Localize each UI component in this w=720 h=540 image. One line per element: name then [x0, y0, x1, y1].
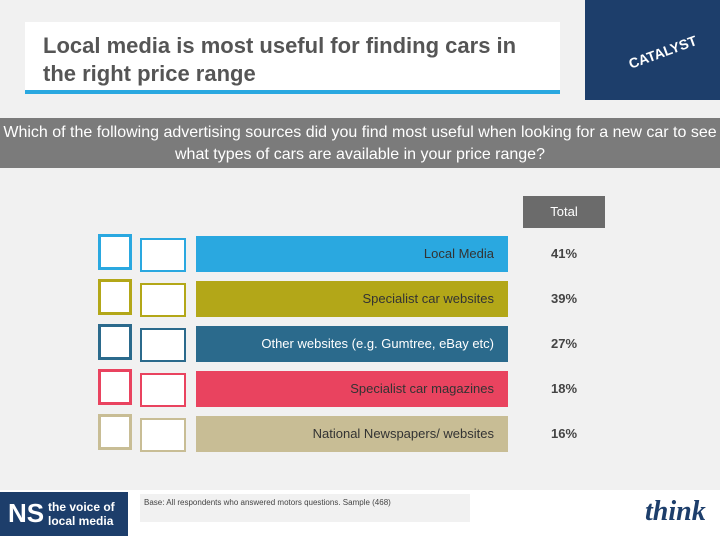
logo-line: the voice of	[48, 500, 115, 514]
icon	[98, 234, 132, 270]
icon	[140, 418, 186, 452]
row-bar: National Newspapers/ websites	[196, 416, 508, 452]
logo-text: CATALYST	[626, 32, 699, 72]
icon	[98, 279, 132, 315]
row-bar: Other websites (e.g. Gumtree, eBay etc)	[196, 326, 508, 362]
row-value: 27%	[550, 336, 578, 351]
icon	[140, 328, 186, 362]
icon	[140, 238, 186, 272]
question: Which of the following advertising sourc…	[0, 118, 720, 168]
logo-line: local media	[48, 514, 114, 528]
row-bar: Local Media	[196, 236, 508, 272]
row-value: 16%	[550, 426, 578, 441]
row-value: 41%	[550, 246, 578, 261]
ns-logo: NS the voice of local media	[0, 492, 128, 536]
logo-mark: NS	[8, 498, 45, 528]
think-logo: think	[645, 496, 706, 527]
row-value: 39%	[550, 291, 578, 306]
column-header: Total	[523, 196, 605, 228]
row-value: 18%	[550, 381, 578, 396]
icon	[98, 324, 132, 360]
row-bar: Specialist car magazines	[196, 371, 508, 407]
title: Local media is most useful for finding c…	[25, 22, 560, 94]
icon	[98, 369, 132, 405]
row-bar: Specialist car websites	[196, 281, 508, 317]
footnote: Base: All respondents who answered motor…	[140, 494, 470, 522]
catalyst-logo: CATALYST	[585, 0, 720, 100]
icon	[140, 373, 186, 407]
icon	[140, 283, 186, 317]
icon	[98, 414, 132, 450]
